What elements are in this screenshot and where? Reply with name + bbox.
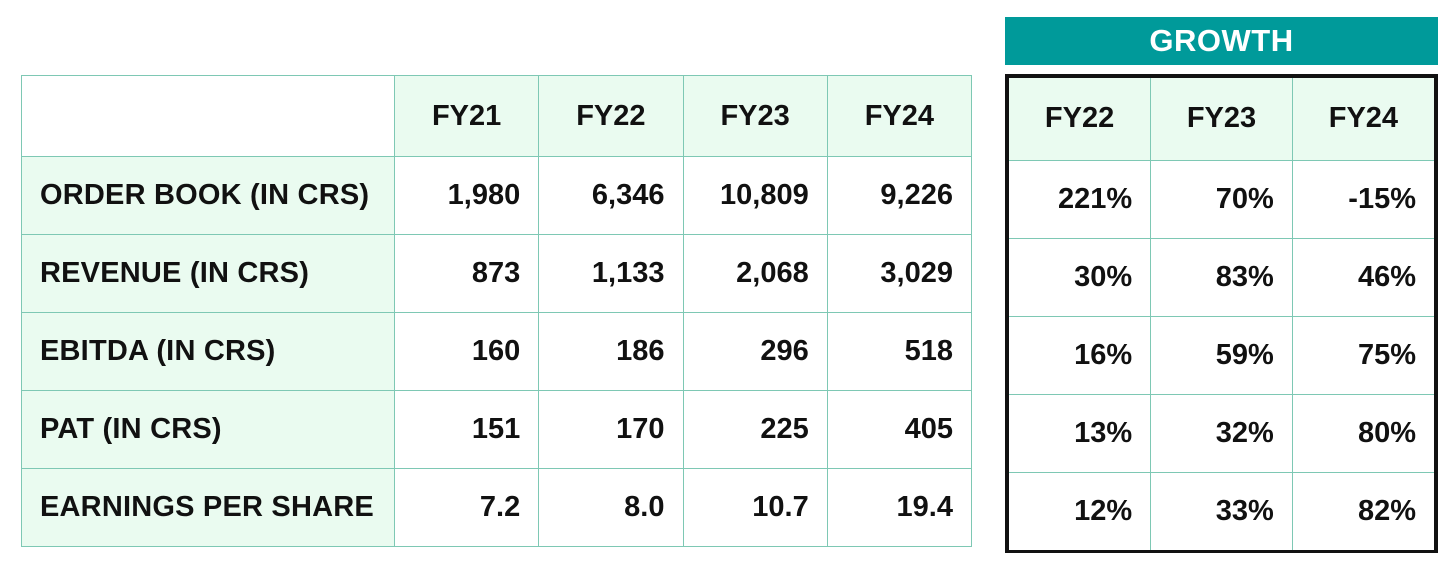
growth-table-frame: FY22 FY23 FY24 221% 70% -15% 30% 83% 46%… — [1005, 74, 1438, 553]
cell-value: 405 — [826, 390, 973, 469]
growth-cell: 83% — [1150, 237, 1293, 317]
header-fy24: FY24 — [826, 75, 973, 157]
header-fy21: FY21 — [393, 75, 540, 157]
row-label: EBITDA (IN CRS) — [21, 312, 395, 391]
cell-value: 9,226 — [826, 156, 973, 235]
cell-value: 873 — [393, 234, 540, 313]
growth-row-order-book: 221% 70% -15% — [1009, 159, 1434, 239]
table-row-revenue: REVENUE (IN CRS) 873 1,133 2,068 3,029 — [21, 234, 973, 313]
growth-row-revenue: 30% 83% 46% — [1009, 237, 1434, 317]
cell-value: 296 — [682, 312, 828, 391]
growth-table: FY22 FY23 FY24 221% 70% -15% 30% 83% 46%… — [1009, 78, 1434, 550]
cell-value: 10.7 — [682, 468, 828, 547]
row-label: ORDER BOOK (IN CRS) — [21, 156, 395, 235]
growth-cell: 59% — [1150, 315, 1293, 395]
table-row-order-book: ORDER BOOK (IN CRS) 1,980 6,346 10,809 9… — [21, 156, 973, 235]
cell-value: 2,068 — [682, 234, 828, 313]
growth-cell: 32% — [1150, 393, 1293, 473]
growth-title-banner: GROWTH — [1005, 17, 1438, 65]
growth-header-fy22: FY22 — [1009, 78, 1152, 161]
growth-cell: 82% — [1291, 471, 1434, 550]
growth-cell: 30% — [1009, 237, 1152, 317]
growth-cell: 46% — [1291, 237, 1434, 317]
cell-value: 186 — [538, 312, 684, 391]
cell-value: 10,809 — [682, 156, 828, 235]
growth-cell: 16% — [1009, 315, 1152, 395]
growth-cell: 80% — [1291, 393, 1434, 473]
table-row-eps: EARNINGS PER SHARE 7.2 8.0 10.7 19.4 — [21, 468, 973, 547]
growth-header-row: FY22 FY23 FY24 — [1009, 78, 1434, 161]
growth-row-ebitda: 16% 59% 75% — [1009, 315, 1434, 395]
growth-cell: -15% — [1291, 159, 1434, 239]
growth-cell: 221% — [1009, 159, 1152, 239]
cell-value: 7.2 — [393, 468, 540, 547]
cell-value: 151 — [393, 390, 540, 469]
cell-value: 518 — [826, 312, 973, 391]
financials-header-row: FY21 FY22 FY23 FY24 — [21, 75, 973, 157]
row-label: EARNINGS PER SHARE — [21, 468, 395, 547]
growth-header-fy23: FY23 — [1150, 78, 1293, 161]
growth-cell: 12% — [1009, 471, 1152, 550]
header-corner-cell — [21, 75, 395, 157]
row-label: REVENUE (IN CRS) — [21, 234, 395, 313]
growth-cell: 70% — [1150, 159, 1293, 239]
cell-value: 1,980 — [393, 156, 540, 235]
growth-row-pat: 13% 32% 80% — [1009, 393, 1434, 473]
growth-cell: 75% — [1291, 315, 1434, 395]
header-fy23: FY23 — [682, 75, 828, 157]
cell-value: 8.0 — [538, 468, 684, 547]
growth-cell: 13% — [1009, 393, 1152, 473]
table-row-pat: PAT (IN CRS) 151 170 225 405 — [21, 390, 973, 469]
growth-cell: 33% — [1150, 471, 1293, 550]
cell-value: 225 — [682, 390, 828, 469]
cell-value: 19.4 — [826, 468, 973, 547]
cell-value: 1,133 — [538, 234, 684, 313]
cell-value: 170 — [538, 390, 684, 469]
row-label: PAT (IN CRS) — [21, 390, 395, 469]
table-row-ebitda: EBITDA (IN CRS) 160 186 296 518 — [21, 312, 973, 391]
cell-value: 3,029 — [826, 234, 973, 313]
financials-table: FY21 FY22 FY23 FY24 ORDER BOOK (IN CRS) … — [21, 75, 973, 547]
growth-header-fy24: FY24 — [1291, 78, 1434, 161]
cell-value: 160 — [393, 312, 540, 391]
growth-row-eps: 12% 33% 82% — [1009, 471, 1434, 550]
header-fy22: FY22 — [538, 75, 684, 157]
cell-value: 6,346 — [538, 156, 684, 235]
